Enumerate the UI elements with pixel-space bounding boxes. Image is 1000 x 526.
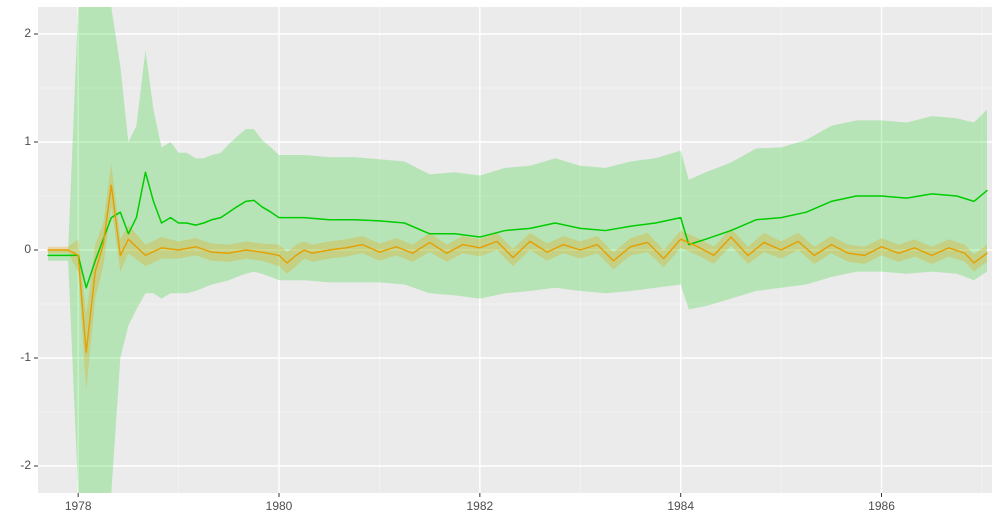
x-tick-label: 1986 <box>868 499 895 513</box>
y-tick-label: -1 <box>20 350 31 364</box>
y-tick-label: 1 <box>24 134 31 148</box>
y-tick-label: -2 <box>20 458 31 472</box>
y-tick-label: 0 <box>24 242 31 256</box>
x-tick-label: 1984 <box>667 499 694 513</box>
x-tick-label: 1982 <box>467 499 494 513</box>
chart-svg: -2 -1 0 1 2 1978 1980 1982 1984 1986 <box>0 0 1000 526</box>
x-tick-label: 1978 <box>65 499 92 513</box>
time-series-chart: -2 -1 0 1 2 1978 1980 1982 1984 1986 <box>0 0 1000 526</box>
y-tick-label: 2 <box>24 26 31 40</box>
x-tick-label: 1980 <box>266 499 293 513</box>
